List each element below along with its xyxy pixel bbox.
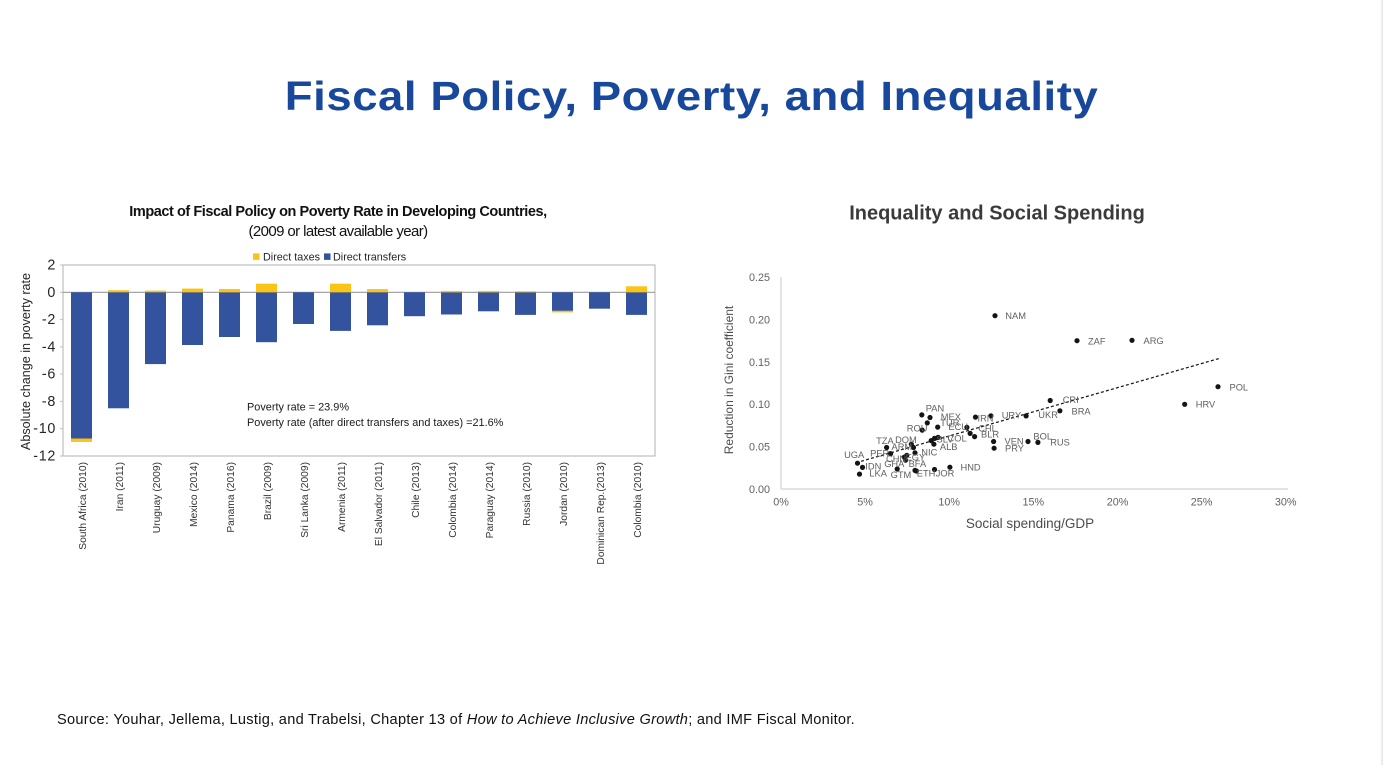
svg-text:Direct taxes: Direct taxes [263, 251, 321, 263]
svg-text:0.15: 0.15 [749, 357, 770, 369]
svg-text:BFA: BFA [909, 459, 927, 469]
svg-text:30%: 30% [1275, 497, 1297, 509]
svg-text:0: 0 [47, 285, 56, 301]
svg-text:ETH: ETH [917, 468, 936, 478]
svg-text:20%: 20% [1107, 497, 1129, 509]
svg-text:UGA: UGA [844, 450, 865, 460]
svg-text:Russia (2010): Russia (2010) [522, 462, 533, 526]
svg-text:Paraguay (2014): Paraguay (2014) [485, 462, 496, 538]
svg-text:0.00: 0.00 [749, 484, 770, 496]
svg-text:Social spending/GDP: Social spending/GDP [966, 516, 1094, 531]
svg-text:0.25: 0.25 [749, 272, 770, 284]
svg-text:(2009 or latest available year: (2009 or latest available year) [248, 223, 428, 240]
svg-text:Poverty rate = 23.9%: Poverty rate = 23.9% [247, 402, 349, 414]
svg-text:VEN: VEN [1005, 437, 1024, 447]
svg-text:DOM: DOM [895, 435, 917, 445]
svg-text:Absolute change in poverty rat: Absolute change in poverty rate [19, 273, 33, 450]
svg-text:NAM: NAM [1005, 311, 1026, 321]
svg-text:Poverty rate (after direct tra: Poverty rate (after direct transfers and… [247, 417, 504, 429]
svg-text:0.10: 0.10 [749, 399, 770, 411]
svg-text:GHA: GHA [884, 459, 905, 469]
svg-text:TUR: TUR [940, 418, 959, 428]
svg-text:0.05: 0.05 [749, 442, 770, 454]
svg-text:ECU: ECU [948, 422, 968, 432]
svg-text:GTM: GTM [891, 470, 912, 480]
svg-text:-6: -6 [42, 367, 56, 383]
svg-text:Jordan (2010): Jordan (2010) [559, 462, 570, 526]
svg-text:ARG: ARG [1144, 336, 1164, 346]
svg-text:Colombia (2014): Colombia (2014) [448, 462, 459, 538]
svg-text:LKA: LKA [869, 469, 887, 479]
svg-text:Brazil (2009): Brazil (2009) [263, 462, 274, 520]
svg-text:15%: 15% [1022, 497, 1044, 509]
svg-text:-10: -10 [33, 421, 56, 437]
svg-text:Inequality and Social Spending: Inequality and Social Spending [849, 202, 1145, 224]
svg-text:BOL: BOL [1033, 432, 1052, 442]
svg-text:-8: -8 [42, 394, 56, 410]
svg-text:ARM: ARM [892, 442, 913, 452]
svg-text:UKR: UKR [1038, 410, 1058, 420]
svg-text:Colombia (2010): Colombia (2010) [633, 462, 644, 538]
svg-text:Uruguay (2009): Uruguay (2009) [152, 462, 163, 533]
svg-text:Armenia (2011): Armenia (2011) [337, 462, 348, 532]
svg-text:HRV: HRV [1196, 400, 1216, 410]
svg-text:-12: -12 [33, 449, 56, 465]
svg-text:Mexico (2014): Mexico (2014) [189, 462, 200, 527]
svg-text:ALB: ALB [940, 442, 958, 452]
svg-text:ZAF: ZAF [1088, 337, 1106, 347]
svg-text:5%: 5% [857, 497, 873, 509]
svg-text:Reduction in Gini coefficient: Reduction in Gini coefficient [722, 305, 736, 454]
svg-text:CRI: CRI [1063, 395, 1079, 405]
svg-text:EGY: EGY [906, 453, 926, 463]
svg-text:BRA: BRA [1072, 407, 1092, 417]
svg-text:TZA: TZA [876, 436, 894, 446]
svg-text:25%: 25% [1191, 497, 1213, 509]
svg-text:Sri Lanka (2009): Sri Lanka (2009) [300, 462, 311, 538]
svg-text:POL: POL [1230, 382, 1249, 392]
svg-text:NIC: NIC [921, 448, 937, 458]
svg-text:0.20: 0.20 [749, 314, 770, 326]
svg-text:PRY: PRY [1005, 444, 1024, 454]
svg-text:BLR: BLR [981, 430, 999, 440]
svg-text:-2: -2 [42, 312, 56, 328]
svg-text:URY: URY [1002, 410, 1021, 420]
svg-text:-4: -4 [42, 339, 56, 355]
svg-text:RUS: RUS [1050, 438, 1070, 448]
svg-text:ROU: ROU [907, 424, 928, 434]
svg-text:IDN: IDN [865, 462, 881, 472]
svg-text:PAN: PAN [926, 404, 944, 414]
svg-text:CHN: CHN [886, 454, 906, 464]
svg-text:PER: PER [870, 449, 889, 459]
svg-text:2: 2 [47, 258, 56, 274]
svg-text:Iran (2011): Iran (2011) [115, 462, 126, 511]
svg-text:Chile (2013): Chile (2013) [411, 462, 422, 518]
svg-text:Dominican Rep.(2013): Dominican Rep.(2013) [596, 462, 607, 565]
svg-text:COL: COL [948, 434, 967, 444]
svg-text:0%: 0% [773, 497, 789, 509]
svg-text:South Africa (2010): South Africa (2010) [78, 462, 89, 550]
svg-text:HND: HND [961, 462, 981, 472]
svg-text:CHL: CHL [978, 424, 997, 434]
svg-text:Direct transfers: Direct transfers [333, 251, 407, 263]
svg-text:El Salvador (2011): El Salvador (2011) [374, 462, 385, 546]
svg-text:10%: 10% [938, 497, 960, 509]
svg-text:Panama (2016): Panama (2016) [226, 462, 237, 533]
svg-text:JOR: JOR [936, 469, 955, 479]
svg-text:SLV: SLV [937, 435, 955, 445]
svg-text:MEX: MEX [941, 412, 961, 422]
svg-text:Impact of Fiscal Policy on Pov: Impact of Fiscal Policy on Poverty Rate … [129, 204, 547, 220]
svg-text:IRN: IRN [978, 414, 994, 424]
